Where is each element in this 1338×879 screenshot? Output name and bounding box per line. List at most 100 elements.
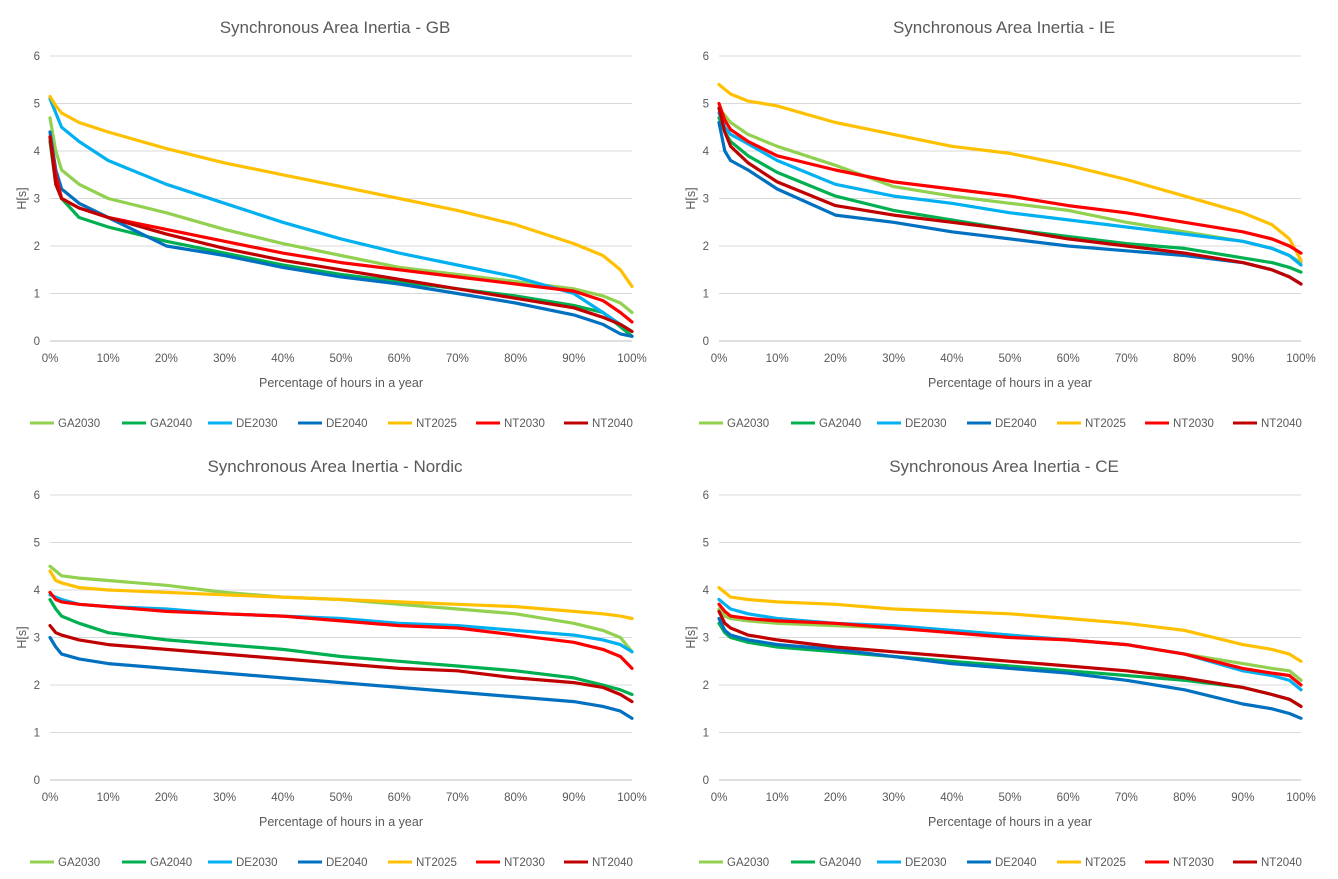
y-tick-label: 3 xyxy=(703,194,709,206)
series-line-nt2030 xyxy=(48,590,634,670)
legend: GA2030 GA2040 DE2030 DE2040 NT2025 NT2030 NT20… xyxy=(699,857,1302,869)
chart-title: Synchronous Area Inertia - CE xyxy=(889,457,1119,476)
legend: GA2030 GA2040 DE2030 DE2040 NT2025 NT2030 NT20… xyxy=(30,418,633,430)
x-tick-label: 100% xyxy=(1286,353,1315,365)
series-line-ga2030 xyxy=(48,116,634,315)
y-tick-label: 5 xyxy=(34,538,40,550)
x-tick-label: 100% xyxy=(617,353,646,365)
legend-label-ga2040: GA2040 xyxy=(150,857,192,869)
y-axis-label: H[s] xyxy=(684,187,698,209)
x-tick-label: 20% xyxy=(824,792,847,804)
x-tick-label: 0% xyxy=(711,353,728,365)
x-tick-label: 80% xyxy=(1173,353,1196,365)
y-tick-label: 0 xyxy=(34,775,40,787)
legend-label-de2030: DE2030 xyxy=(905,418,947,430)
legend-label-de2040: DE2040 xyxy=(995,418,1037,430)
x-tick-label: 10% xyxy=(766,353,789,365)
legend-label-nt2040: NT2040 xyxy=(592,857,633,869)
series-line-de2030 xyxy=(717,111,1303,267)
y-tick-label: 6 xyxy=(34,51,40,63)
chart-nordic: Synchronous Area Inertia - Nordic 0 1 2 3 4 5 6… xyxy=(15,457,647,869)
y-tick-label: 6 xyxy=(703,490,709,502)
y-tick-label: 1 xyxy=(703,289,709,301)
x-tick-label: 70% xyxy=(1115,792,1138,804)
x-tick-label: 10% xyxy=(97,792,120,804)
x-tick-label: 0% xyxy=(711,792,728,804)
chart-panel-ie: Synchronous Area Inertia - IE 0 1 2 3 4 5 6 0% 10… xyxy=(669,0,1338,439)
series-line-nt2025 xyxy=(48,569,634,621)
x-tick-label: 70% xyxy=(446,792,469,804)
y-tick-label: 3 xyxy=(34,633,40,645)
y-tick-label: 1 xyxy=(34,728,40,740)
series-line-de2040 xyxy=(717,616,1303,720)
series-line-de2040 xyxy=(48,635,634,720)
x-tick-label: 30% xyxy=(882,353,905,365)
y-tick-label: 2 xyxy=(703,680,709,692)
y-tick-label: 1 xyxy=(34,289,40,301)
y-tick-label: 0 xyxy=(703,336,709,348)
legend-label-nt2030: NT2030 xyxy=(504,857,545,869)
legend-label-de2040: DE2040 xyxy=(995,857,1037,869)
y-tick-label: 1 xyxy=(703,728,709,740)
series-line-ga2040 xyxy=(48,597,634,697)
x-tick-label: 20% xyxy=(155,353,178,365)
legend-label-de2040: DE2040 xyxy=(326,857,368,869)
legend-label-nt2025: NT2025 xyxy=(416,857,457,869)
y-tick-label: 0 xyxy=(703,775,709,787)
series-line-nt2030 xyxy=(717,602,1303,687)
x-tick-label: 0% xyxy=(42,792,59,804)
legend-label-ga2030: GA2030 xyxy=(727,418,769,430)
x-axis-label: Percentage of hours in a year xyxy=(928,376,1092,390)
legend-label-nt2040: NT2040 xyxy=(592,418,633,430)
x-tick-label: 10% xyxy=(766,792,789,804)
x-tick-label: 80% xyxy=(1173,792,1196,804)
legend-label-nt2030: NT2030 xyxy=(1173,418,1214,430)
x-axis-label: Percentage of hours in a year xyxy=(259,376,423,390)
y-tick-label: 2 xyxy=(34,241,40,253)
legend-label-de2030: DE2030 xyxy=(236,418,278,430)
x-tick-label: 40% xyxy=(271,792,294,804)
legend-label-de2030: DE2030 xyxy=(236,857,278,869)
series-line-de2030 xyxy=(48,593,634,654)
x-tick-label: 40% xyxy=(940,792,963,804)
x-tick-label: 90% xyxy=(562,353,585,365)
y-axis-label: H[s] xyxy=(15,187,29,209)
y-tick-label: 3 xyxy=(703,633,709,645)
chart-title: Synchronous Area Inertia - GB xyxy=(220,18,451,37)
x-tick-label: 90% xyxy=(1231,353,1254,365)
series-line-de2030 xyxy=(717,597,1303,692)
y-tick-label: 0 xyxy=(34,336,40,348)
legend-label-nt2040: NT2040 xyxy=(1261,857,1302,869)
x-tick-label: 30% xyxy=(213,353,236,365)
series-line-nt2040 xyxy=(717,106,1303,286)
x-tick-label: 0% xyxy=(42,353,59,365)
x-tick-label: 90% xyxy=(1231,792,1254,804)
legend-label-de2040: DE2040 xyxy=(326,418,368,430)
series-line-nt2025 xyxy=(717,82,1303,262)
y-tick-label: 6 xyxy=(34,490,40,502)
y-tick-label: 5 xyxy=(703,99,709,111)
chart-title: Synchronous Area Inertia - IE xyxy=(893,18,1115,37)
y-tick-label: 3 xyxy=(34,194,40,206)
x-tick-label: 20% xyxy=(155,792,178,804)
legend-label-ga2030: GA2030 xyxy=(727,857,769,869)
series-line-nt2025 xyxy=(48,94,634,288)
x-tick-label: 80% xyxy=(504,792,527,804)
y-axis-label: H[s] xyxy=(15,626,29,648)
x-axis-label: Percentage of hours in a year xyxy=(928,815,1092,829)
legend: GA2030 GA2040 DE2030 DE2040 NT2025 NT2030 NT20… xyxy=(30,857,633,869)
series-line-nt2030 xyxy=(717,101,1303,255)
legend-label-nt2030: NT2030 xyxy=(504,418,545,430)
x-tick-label: 60% xyxy=(388,792,411,804)
x-tick-label: 80% xyxy=(504,353,527,365)
y-axis-label: H[s] xyxy=(684,626,698,648)
series-line-de2040 xyxy=(48,130,634,338)
legend-label-nt2040: NT2040 xyxy=(1261,418,1302,430)
y-tick-label: 4 xyxy=(703,585,710,597)
series-line-nt2025 xyxy=(717,586,1303,663)
chart-panel-ce: Synchronous Area Inertia - CE 0 1 2 3 4 5 6 0% 10… xyxy=(669,439,1338,878)
x-tick-label: 70% xyxy=(446,353,469,365)
x-tick-label: 50% xyxy=(998,353,1021,365)
